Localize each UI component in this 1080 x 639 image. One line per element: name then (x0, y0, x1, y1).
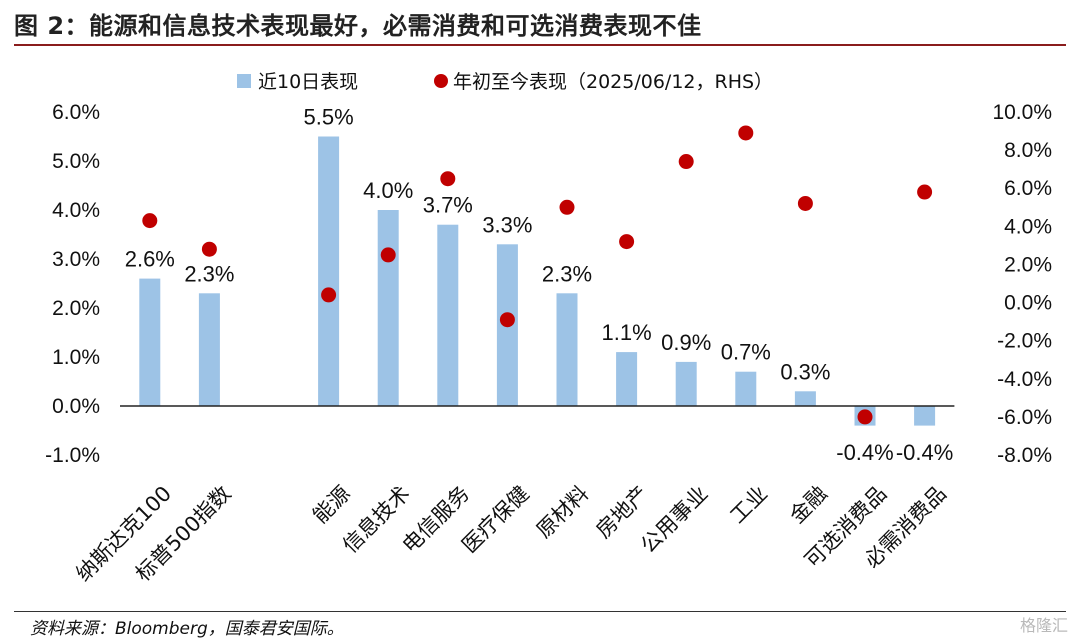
category-label: 原材料 (532, 481, 594, 543)
dot (321, 287, 337, 303)
legend-dot-label: 年初至今表现（2025/06/12，RHS） (453, 71, 773, 93)
source-divider (14, 611, 1066, 612)
bar-value-label: -0.4% (836, 440, 893, 465)
bar-value-label: 2.6% (125, 247, 175, 272)
bar (377, 210, 399, 406)
left-tick-label: 0.0% (52, 395, 100, 418)
left-tick-label: 3.0% (52, 248, 100, 271)
bar-value-label: 2.3% (542, 261, 592, 286)
bar-value-label: 3.7% (423, 193, 473, 218)
right-tick-label: 6.0% (1004, 177, 1052, 200)
right-tick-label: 10.0% (992, 101, 1052, 124)
bar (794, 391, 816, 406)
legend-dot-swatch (434, 74, 448, 88)
dot (797, 195, 813, 211)
category-label: 工业 (725, 481, 772, 528)
bar (675, 361, 697, 406)
bar-value-label: 3.3% (482, 212, 532, 237)
bar-value-label: -0.4% (896, 440, 953, 465)
dot (857, 409, 873, 425)
right-tick-label: 2.0% (1004, 253, 1052, 276)
dot (917, 184, 933, 200)
bar (139, 278, 161, 406)
chart: 近10日表现 年初至今表现（2025/06/12，RHS） 6.0% 5.0% 4.0… (45, 71, 1052, 586)
bar-value-label: 0.7% (721, 340, 771, 365)
bar-value-label: 0.3% (780, 359, 830, 384)
left-tick-label: 1.0% (52, 346, 100, 369)
bar-value-label: 0.9% (661, 330, 711, 355)
bar (318, 136, 340, 406)
dot (499, 312, 515, 328)
category-label: 能源 (308, 481, 355, 528)
dot (142, 213, 158, 229)
right-tick-label: -2.0% (997, 330, 1052, 353)
dot-series (142, 125, 933, 425)
dot (201, 241, 217, 257)
bar-value-label: 4.0% (363, 178, 413, 203)
legend-item-dot: 年初至今表现（2025/06/12，RHS） (434, 71, 773, 93)
bar-value-label: 1.1% (602, 320, 652, 345)
dot (678, 154, 694, 170)
bar (556, 293, 578, 406)
bar (437, 224, 459, 406)
legend: 近10日表现 年初至今表现（2025/06/12，RHS） (237, 71, 773, 93)
legend-bar-label: 近10日表现 (258, 71, 358, 93)
bar (735, 371, 757, 406)
dot (738, 125, 754, 141)
category-label: 金融 (785, 481, 832, 528)
left-tick-label: -1.0% (45, 444, 100, 467)
legend-item-bar: 近10日表现 (237, 71, 358, 93)
category-label: 公用事业 (636, 481, 712, 557)
bar (198, 293, 220, 406)
left-tick-label: 6.0% (52, 101, 100, 124)
right-axis: 10.0% 8.0% 6.0% 4.0% 2.0% 0.0% -2.0% -4.0% -6.0%… (992, 101, 1052, 467)
legend-bar-swatch (237, 74, 251, 88)
left-tick-label: 4.0% (52, 199, 100, 222)
bar (616, 352, 638, 406)
bar (914, 406, 936, 426)
right-tick-label: 0.0% (1004, 292, 1052, 315)
title-divider (14, 44, 1066, 46)
bar-data-labels: 2.6% 2.3% 5.5% 4.0% 3.7% 3.3% 2.3% 1.1% 0.9% 0.7%… (125, 105, 954, 466)
dot (559, 199, 575, 215)
left-axis: 6.0% 5.0% 4.0% 3.0% 2.0% 1.0% 0.0% -1.0% (45, 101, 100, 467)
right-tick-label: -8.0% (997, 444, 1052, 467)
right-tick-label: -6.0% (997, 406, 1052, 429)
watermark: 格隆汇 (1019, 616, 1068, 635)
bar-value-label: 2.3% (184, 261, 234, 286)
category-label: 医疗保健 (457, 481, 533, 557)
right-tick-label: -4.0% (997, 368, 1052, 391)
right-tick-label: 8.0% (1004, 139, 1052, 162)
left-tick-label: 5.0% (52, 150, 100, 173)
source-note: 资料来源：Bloomberg，国泰君安国际。 (30, 619, 344, 639)
right-tick-label: 4.0% (1004, 215, 1052, 238)
dot (619, 234, 635, 250)
dot (380, 247, 396, 263)
figure-title: 图 2：能源和信息技术表现最好，必需消费和可选消费表现不佳 (14, 12, 702, 40)
left-tick-label: 2.0% (52, 297, 100, 320)
dot (440, 171, 456, 187)
bar-value-label: 5.5% (304, 105, 354, 130)
